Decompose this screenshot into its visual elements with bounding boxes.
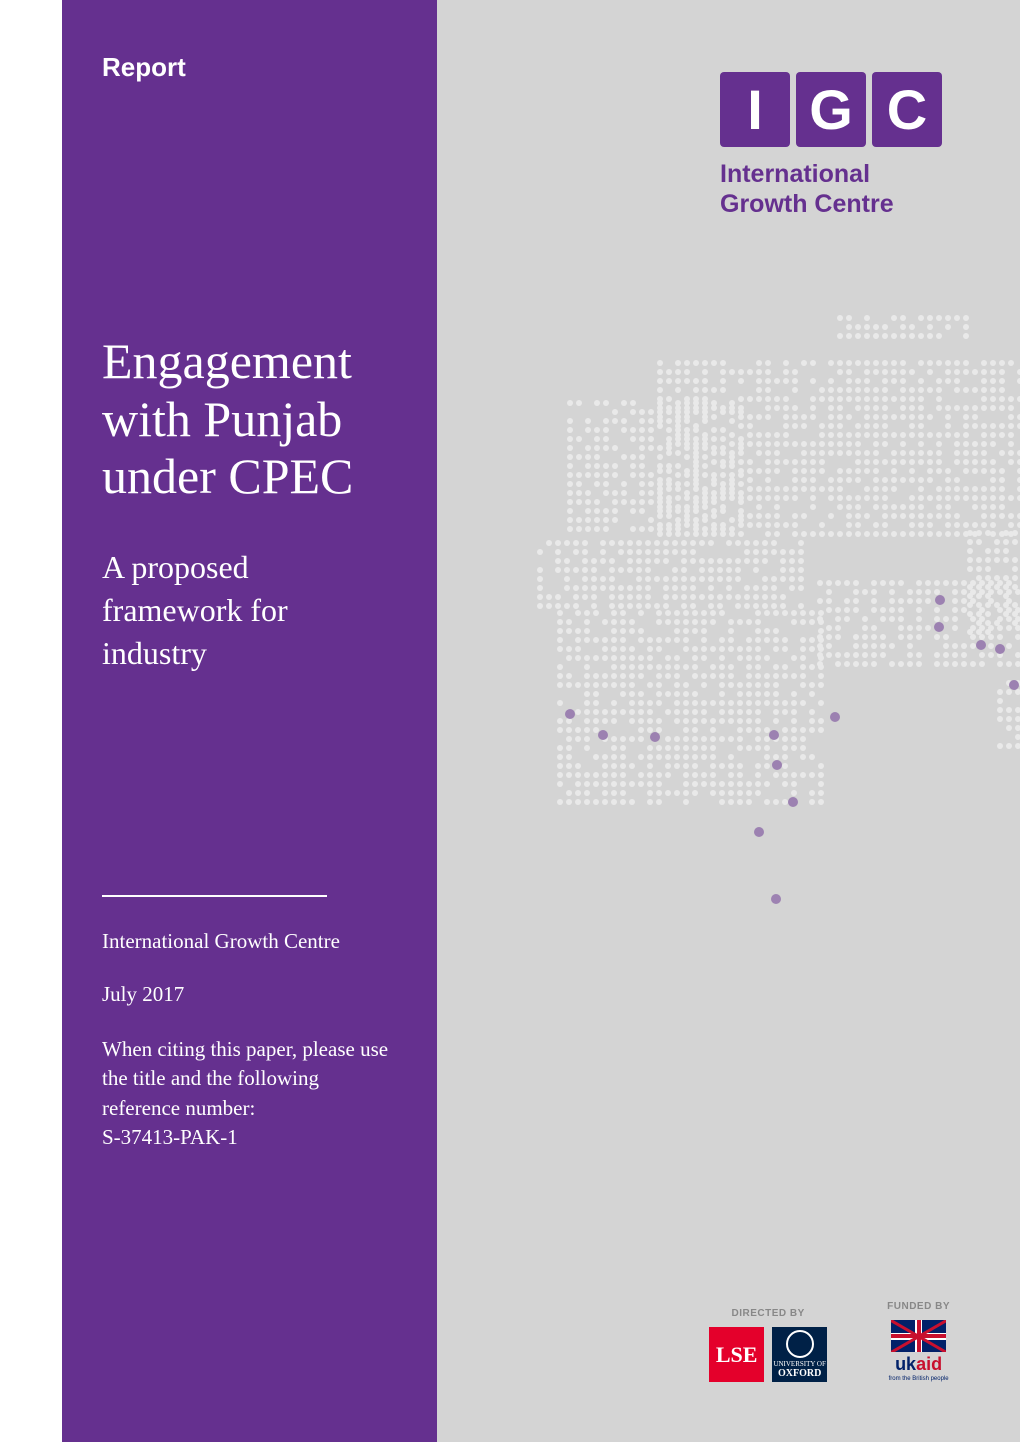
location-dot <box>976 640 986 650</box>
oxford-line1: UNIVERSITY OF <box>773 1360 825 1368</box>
igc-letter-g: G <box>796 72 866 147</box>
location-dot <box>769 730 779 740</box>
ukaid-subtitle: from the British people <box>889 1376 949 1382</box>
ukaid-logo: ukaid from the British people <box>889 1320 949 1382</box>
report-title: Engagement with Punjab under CPEC <box>102 333 397 506</box>
igc-name-line2: Growth Centre <box>720 190 894 218</box>
location-dot <box>788 797 798 807</box>
location-dot <box>565 709 575 719</box>
directed-by-logos: LSE UNIVERSITY OF OXFORD <box>709 1327 827 1382</box>
right-area: I G C International Growth Centre DIRECT… <box>437 0 1020 1442</box>
oxford-crest-icon <box>786 1330 814 1358</box>
oxford-line2: OXFORD <box>778 1368 821 1379</box>
location-dot <box>598 730 608 740</box>
igc-logo-name: International Growth Centre <box>720 159 950 219</box>
igc-name-line1: International <box>720 160 870 188</box>
left-spine <box>0 0 62 1442</box>
lse-logo: LSE <box>709 1327 764 1382</box>
reference-number: S-37413-PAK-1 <box>102 1125 238 1149</box>
directed-by-label: DIRECTED BY <box>732 1308 805 1319</box>
report-subtitle: A proposed framework for industry <box>102 546 397 676</box>
citation-text: When citing this paper, please use the t… <box>102 1037 388 1120</box>
oxford-logo: UNIVERSITY OF OXFORD <box>772 1327 827 1382</box>
location-dot <box>1009 680 1019 690</box>
ukaid-aid: aid <box>916 1354 942 1374</box>
divider-line <box>102 895 327 897</box>
location-dot <box>772 760 782 770</box>
location-dot <box>934 622 944 632</box>
funded-by-group: FUNDED BY ukaid from the British p <box>887 1301 950 1382</box>
world-map-dots <box>437 300 1020 950</box>
organization-name: International Growth Centre <box>102 929 397 954</box>
location-dot <box>935 595 945 605</box>
funded-by-label: FUNDED BY <box>887 1301 950 1312</box>
igc-letter-c: C <box>872 72 942 147</box>
location-dot <box>995 644 1005 654</box>
igc-logo-letters: I G C <box>720 72 950 147</box>
report-label: Report <box>102 52 397 83</box>
igc-letter-i: I <box>720 72 790 147</box>
citation-instructions: When citing this paper, please use the t… <box>102 1035 397 1153</box>
location-dot <box>771 894 781 904</box>
directed-by-group: DIRECTED BY LSE UNIVERSITY OF OXFORD <box>709 1308 827 1382</box>
ukaid-text: ukaid <box>895 1354 942 1375</box>
igc-logo: I G C International Growth Centre <box>720 72 950 219</box>
uk-flag-icon <box>891 1320 946 1352</box>
ukaid-uk: uk <box>895 1354 916 1374</box>
report-cover-page: Report Engagement with Punjab under CPEC… <box>0 0 1020 1442</box>
purple-panel: Report Engagement with Punjab under CPEC… <box>62 0 437 1442</box>
footer-logos: DIRECTED BY LSE UNIVERSITY OF OXFORD FUN… <box>709 1301 950 1382</box>
location-dot <box>650 732 660 742</box>
location-dot <box>754 827 764 837</box>
publication-date: July 2017 <box>102 982 397 1007</box>
location-dot <box>830 712 840 722</box>
